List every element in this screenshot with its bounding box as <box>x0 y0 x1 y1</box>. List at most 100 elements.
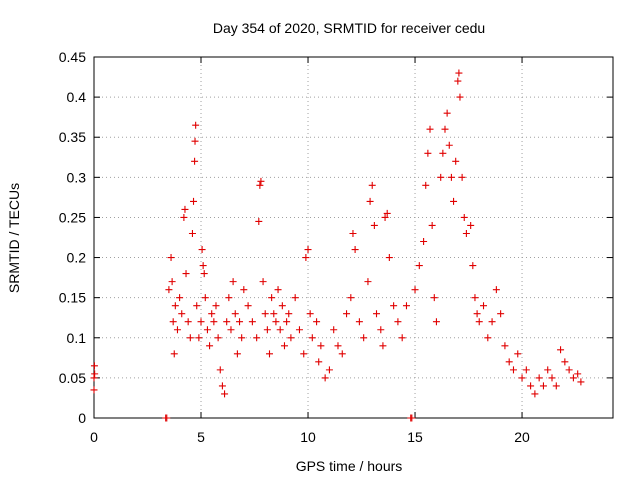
data-point <box>480 302 488 310</box>
x-tick-label: 15 <box>407 429 423 445</box>
data-point <box>244 302 252 310</box>
data-point <box>283 318 291 326</box>
data-point <box>203 326 211 334</box>
data-point <box>184 318 192 326</box>
data-point <box>212 302 220 310</box>
data-point <box>192 121 200 129</box>
data-point <box>385 254 393 262</box>
data-point <box>505 358 513 366</box>
data-point <box>522 366 530 374</box>
y-tick-label: 0.3 <box>67 169 87 185</box>
data-point <box>561 358 569 366</box>
data-point <box>415 262 423 270</box>
data-point <box>364 278 372 286</box>
data-point <box>276 326 284 334</box>
y-tick-label: 0.45 <box>59 49 86 65</box>
data-point <box>278 302 286 310</box>
data-point <box>557 346 565 354</box>
chart-title: Day 354 of 2020, SRMTID for receiver ced… <box>213 20 485 36</box>
data-point <box>447 173 455 181</box>
data-point <box>443 109 451 117</box>
y-tick-label: 0.35 <box>59 129 86 145</box>
data-point <box>565 366 573 374</box>
data-point <box>171 302 179 310</box>
data-point <box>343 310 351 318</box>
data-point <box>377 326 385 334</box>
y-tick-label: 0.05 <box>59 370 86 386</box>
data-point <box>338 350 346 358</box>
data-point <box>439 149 447 157</box>
data-point <box>221 390 229 398</box>
data-point <box>475 318 483 326</box>
data-point <box>509 366 517 374</box>
data-point <box>306 310 314 318</box>
data-point <box>200 270 208 278</box>
data-point <box>574 370 582 378</box>
data-point <box>527 382 535 390</box>
data-point <box>197 318 205 326</box>
data-point <box>225 294 233 302</box>
plot-frame <box>93 56 614 419</box>
y-tick-label: 0.4 <box>67 89 87 105</box>
data-point <box>191 157 199 165</box>
data-point <box>394 318 402 326</box>
x-tick-label: 5 <box>197 429 205 445</box>
grid-layer <box>94 57 613 418</box>
data-point <box>334 342 342 350</box>
data-point <box>199 262 207 270</box>
data-point <box>420 238 428 246</box>
y-tick-label: 0.2 <box>67 250 87 266</box>
data-point <box>216 366 224 374</box>
x-tick-label: 10 <box>300 429 316 445</box>
data-point <box>351 246 359 254</box>
data-point <box>214 334 222 342</box>
data-point <box>176 294 184 302</box>
data-point <box>501 342 509 350</box>
data-point <box>535 374 543 382</box>
data-point <box>169 318 177 326</box>
data-point <box>398 334 406 342</box>
data-point <box>218 382 226 390</box>
x-axis-label: GPS time / hours <box>296 458 403 474</box>
data-point <box>317 342 325 350</box>
data-point <box>347 294 355 302</box>
data-point <box>302 254 310 262</box>
data-point <box>325 366 333 374</box>
data-point <box>441 125 449 133</box>
data-point <box>186 334 194 342</box>
data-point <box>167 254 175 262</box>
data-point <box>255 217 263 225</box>
data-point <box>349 229 357 237</box>
data-point <box>280 342 288 350</box>
data-point <box>452 157 460 165</box>
data-point <box>263 326 271 334</box>
data-point <box>454 77 462 85</box>
y-axis-label: SRMTID / TECUs <box>6 183 22 293</box>
data-point <box>188 229 196 237</box>
data-point <box>315 358 323 366</box>
data-point <box>223 318 231 326</box>
data-point <box>90 374 98 382</box>
data-point <box>259 278 267 286</box>
data-point <box>548 374 556 382</box>
data-point <box>484 334 492 342</box>
data-point <box>531 390 539 398</box>
data-point <box>206 342 214 350</box>
y-tick-label: 0.1 <box>67 330 87 346</box>
data-point <box>170 350 178 358</box>
data-point <box>373 310 381 318</box>
data-point <box>450 197 458 205</box>
data-point <box>308 334 316 342</box>
data-point <box>261 310 269 318</box>
data-point <box>178 310 186 318</box>
data-point <box>381 213 389 221</box>
data-point <box>518 374 526 382</box>
data-point <box>180 213 188 221</box>
data-point <box>492 286 500 294</box>
data-point <box>238 334 246 342</box>
data-point <box>408 414 416 422</box>
data-point <box>236 318 244 326</box>
data-point <box>248 318 256 326</box>
data-point <box>430 294 438 302</box>
